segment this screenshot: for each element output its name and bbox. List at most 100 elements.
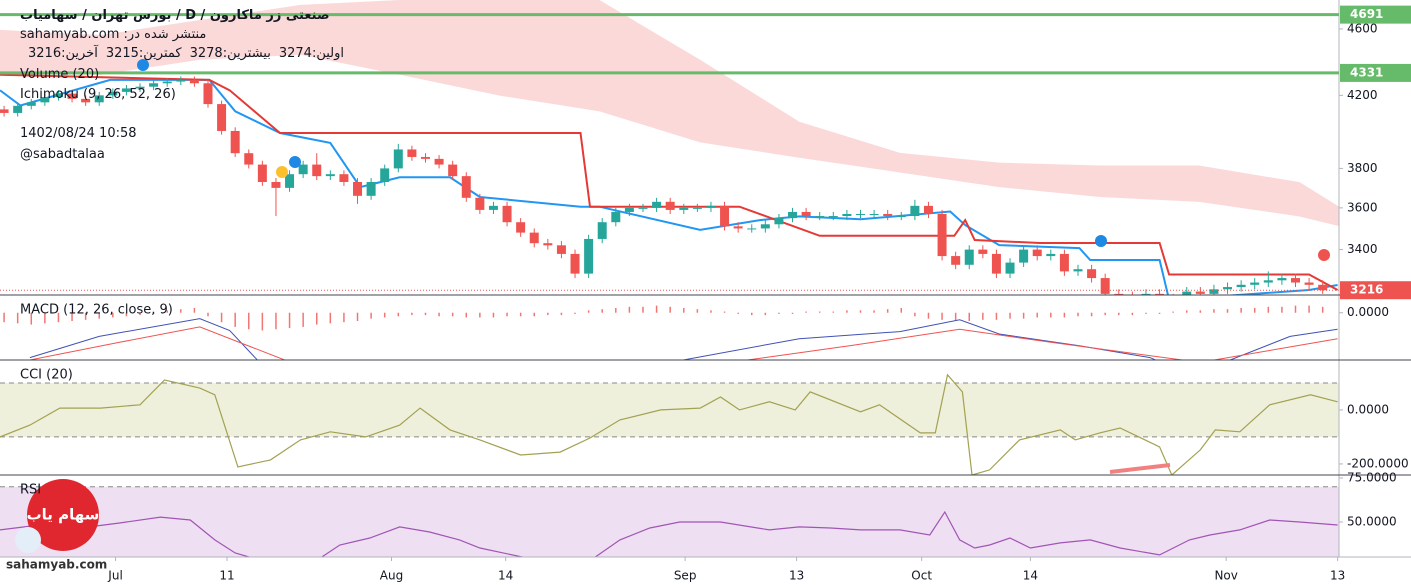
y-tick-label: -200.0000 <box>1347 456 1409 470</box>
y-tick-label: 0.0000 <box>1347 305 1389 319</box>
candle-body <box>244 153 254 165</box>
x-tick-label: Sep <box>674 569 697 583</box>
signal-dot <box>289 156 301 168</box>
candle-body <box>556 245 566 254</box>
ichimoku-line <box>0 78 1338 295</box>
candle-body <box>135 86 145 89</box>
candle-body <box>1019 249 1029 263</box>
candle-body <box>1100 278 1110 294</box>
candle-body <box>420 156 430 159</box>
price-label: 3216 <box>1350 283 1383 297</box>
band <box>0 486 1339 557</box>
candle-body <box>149 83 159 87</box>
candle-body <box>1073 269 1083 272</box>
rsi-pane <box>0 486 1339 557</box>
ichimoku-line <box>0 73 1339 291</box>
candle-body <box>353 181 363 196</box>
candle-body <box>1223 287 1233 290</box>
candle-body <box>1114 293 1124 295</box>
candle-body <box>883 213 893 217</box>
candle-body <box>611 211 621 223</box>
candle-body <box>298 164 308 175</box>
candle-body <box>624 207 634 212</box>
stats: اولین:3274 بیشترین:3278 کمترین:3215 آخرین:3… <box>20 46 344 62</box>
candle-body <box>1169 298 1178 303</box>
candle-body <box>1032 249 1042 257</box>
candle-body <box>217 104 227 131</box>
candle-body <box>1128 296 1137 298</box>
y-tick-label: 3600 <box>1347 200 1378 214</box>
candle-body <box>855 213 865 215</box>
candle-body <box>230 130 240 154</box>
candle-body <box>407 149 417 157</box>
candle-body <box>760 224 770 229</box>
candle-body <box>0 109 9 113</box>
candle-body <box>448 164 458 177</box>
candle-body <box>488 205 498 210</box>
candle-body <box>543 243 553 246</box>
watermark: sahamyab.com <box>6 558 107 572</box>
candle-body <box>81 98 91 103</box>
y-tick-label: 4600 <box>1347 21 1378 35</box>
logo <box>27 479 99 551</box>
x-tick-label: 14 <box>498 569 513 583</box>
y-tick-label: 4200 <box>1347 88 1378 102</box>
y-tick-label: 3400 <box>1347 242 1378 256</box>
pane-title: MACD (12, 26, close, 9) <box>20 303 173 318</box>
candle-body <box>638 207 648 209</box>
logo-text: سهام یاب <box>27 506 100 524</box>
timestamp: 1402/08/24 10:58 <box>20 126 137 141</box>
candle-body <box>1087 269 1097 279</box>
x-tick-label: Oct <box>911 569 932 583</box>
logo-icon <box>15 527 41 553</box>
candle-body <box>189 79 199 84</box>
candle-body <box>94 95 104 103</box>
signal-dot <box>137 59 149 71</box>
candle-body <box>788 211 798 219</box>
candle-body <box>257 164 267 182</box>
candle-body <box>1304 282 1314 285</box>
candle-body <box>162 81 172 84</box>
x-tick-label: 11 <box>219 569 234 583</box>
candle-body <box>529 232 539 244</box>
indicator-line <box>0 373 1338 475</box>
y-tick-label: 75.0000 <box>1347 470 1397 484</box>
candle-body <box>747 228 757 230</box>
candle-body <box>597 222 607 239</box>
candle-body <box>665 201 675 210</box>
indicator-line <box>0 510 1338 557</box>
candle-body <box>1250 282 1260 285</box>
indicator-label: Ichimoku (9, 26, 52, 26) <box>20 87 176 102</box>
candle-body <box>53 93 63 98</box>
signal-dot <box>1318 249 1330 261</box>
trend-drawing <box>1109 463 1171 474</box>
candle-body <box>325 174 335 177</box>
y-tick-label: 3800 <box>1347 161 1378 175</box>
candle-body <box>815 216 825 218</box>
candle-body <box>176 79 186 82</box>
x-tick-label: 14 <box>1023 569 1038 583</box>
price-label: 4691 <box>1350 7 1383 21</box>
candle-body <box>828 216 838 218</box>
candle-body <box>679 207 689 210</box>
candle-body <box>733 226 743 229</box>
candle-body <box>991 253 1001 274</box>
candle-body <box>1059 253 1069 272</box>
candle-body <box>203 83 213 105</box>
signal-dot <box>276 166 288 178</box>
candle-body <box>1155 293 1165 295</box>
ichimoku-cloud <box>0 0 1339 227</box>
stat: بیشترین:3278 <box>189 46 271 61</box>
candle-body <box>40 97 50 103</box>
candle-body <box>1209 289 1219 294</box>
candle-body <box>1277 278 1287 281</box>
x-tick-label: 13 <box>789 569 804 583</box>
candle-body <box>1141 293 1151 295</box>
stat: کمترین:3215 <box>105 46 182 61</box>
candle-body <box>26 102 36 106</box>
candle-body <box>801 211 811 217</box>
candle-body <box>706 205 716 208</box>
author: @sabadtalaa <box>20 147 105 162</box>
